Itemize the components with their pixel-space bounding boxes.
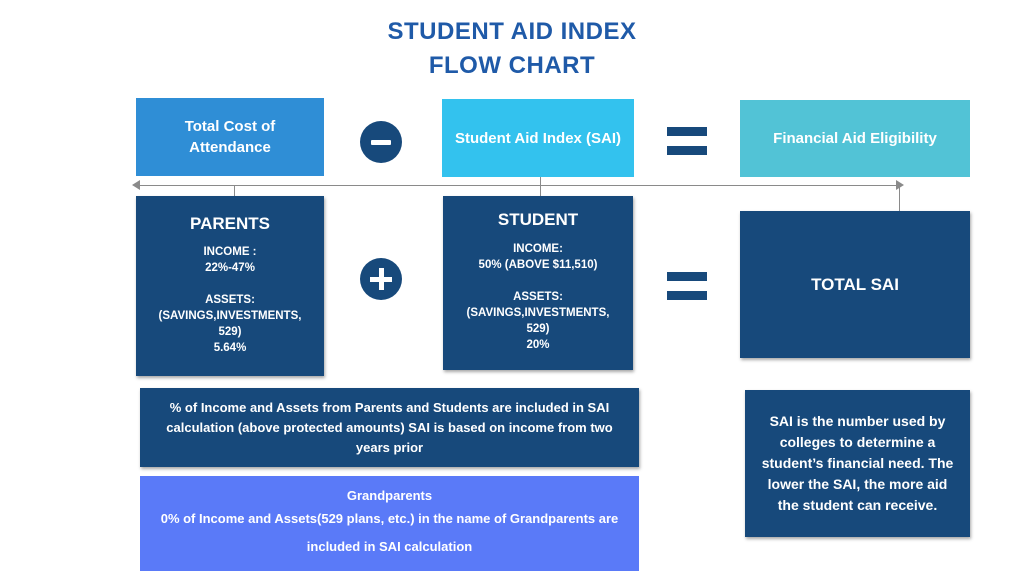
minus-circle-icon (360, 121, 402, 163)
sai-explainer-box: SAI is the number used by colleges to de… (745, 390, 970, 537)
financial-aid-eligibility-box: Financial Aid Eligibility (740, 100, 970, 177)
arrow-right-icon (896, 180, 904, 190)
income-assets-note: % of Income and Assets from Parents and … (166, 399, 613, 455)
parents-assets-label: ASSETS: (205, 294, 255, 306)
parents-income-value: 22%-47% (205, 262, 255, 274)
parents-income-label: INCOME : (203, 246, 257, 258)
grandparents-text: 0% of Income and Assets(529 plans, etc.)… (160, 511, 619, 554)
arrow-left-icon (132, 180, 140, 190)
plus-circle-icon (360, 258, 402, 300)
student-box: STUDENT INCOME: 50% (ABOVE $11,510) ASSE… (443, 196, 633, 370)
income-assets-note-box: % of Income and Assets from Parents and … (140, 388, 639, 467)
student-heading: STUDENT (497, 210, 579, 229)
student-income-value: 50% (ABOVE $11,510) (478, 259, 598, 271)
title-line-2: FLOW CHART (428, 52, 596, 79)
parents-assets-detail: (SAVINGS,INVESTMENTS, 529) (158, 310, 302, 338)
student-assets-detail: (SAVINGS,INVESTMENTS, 529) (466, 307, 610, 335)
student-aid-index-box: Student Aid Index (SAI) (442, 99, 634, 177)
grandparents-heading: Grandparents (346, 488, 433, 503)
equals-icon (667, 270, 707, 302)
total-sai-box: TOTAL SAI (740, 211, 970, 358)
grandparents-box: Grandparents 0% of Income and Assets(529… (140, 476, 639, 571)
equals-icon (667, 125, 707, 157)
student-aid-index-label: Student Aid Index (SAI) (454, 129, 622, 147)
student-income-label: INCOME: (513, 243, 563, 255)
title-line-1: STUDENT AID INDEX (387, 18, 637, 45)
total-cost-label: Total Cost of Attendance (184, 118, 276, 156)
parents-assets-value: 5.64% (213, 342, 247, 354)
financial-aid-eligibility-label: Financial Aid Eligibility (773, 130, 937, 147)
student-assets-value: 20% (526, 339, 550, 351)
parents-heading: PARENTS (190, 214, 270, 233)
total-sai-label: TOTAL SAI (811, 274, 899, 294)
student-assets-label: ASSETS: (513, 291, 563, 303)
total-cost-of-attendance-box: Total Cost of Attendance (136, 98, 324, 176)
parents-box: PARENTS INCOME : 22%-47% ASSETS: (SAVING… (136, 196, 324, 376)
sai-explainer-text: SAI is the number used by colleges to de… (761, 413, 954, 513)
